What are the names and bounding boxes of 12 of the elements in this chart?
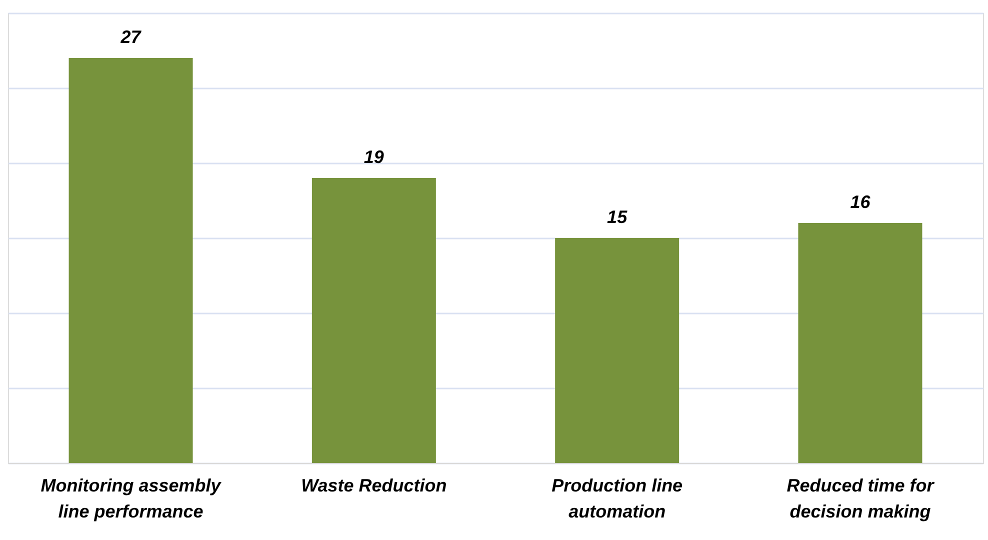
x-tick-label: Waste Reduction (301, 476, 447, 496)
data-label: 19 (364, 147, 384, 167)
data-label: 16 (850, 192, 872, 212)
bar (798, 223, 922, 463)
data-label: 15 (607, 207, 628, 227)
x-tick-label: Production line automation (552, 476, 683, 522)
bar (68, 58, 193, 463)
x-tick-label: Reduced time for decision making (786, 476, 935, 522)
x-tick-label: Monitoring assembly line performance (40, 476, 222, 522)
bar (555, 238, 680, 463)
data-label: 27 (120, 27, 142, 47)
bar (312, 178, 436, 463)
